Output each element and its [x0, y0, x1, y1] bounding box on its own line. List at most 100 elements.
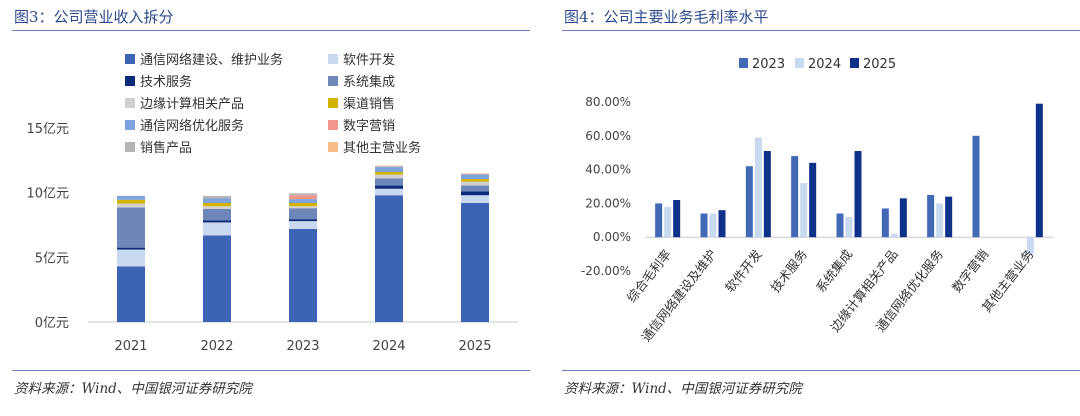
title-divider	[12, 30, 530, 31]
bar-segment	[375, 166, 403, 167]
bar-segment	[375, 178, 403, 186]
bar-segment	[461, 191, 489, 196]
bar	[700, 213, 708, 238]
legend-swatch	[795, 58, 804, 68]
bar	[673, 200, 681, 238]
x-tick-label: 2022	[200, 339, 233, 354]
x-tick-label: 数字营销	[949, 247, 992, 296]
bar	[945, 196, 953, 238]
bar	[745, 166, 753, 238]
bar-segment	[289, 206, 317, 209]
source-divider	[12, 370, 530, 371]
y-tick-label: 0.00%	[593, 230, 631, 244]
x-tick-label: 技术服务	[767, 247, 810, 296]
legend-label: 2023	[752, 57, 785, 72]
bar	[881, 208, 889, 238]
bar	[854, 151, 862, 238]
legend-label: 通信网络优化服务	[140, 118, 244, 134]
bar	[927, 194, 935, 238]
bar-segment	[461, 179, 489, 182]
y-tick-label: 5亿元	[35, 251, 69, 266]
bar-segment	[289, 208, 317, 220]
bar-segment	[461, 173, 489, 175]
legend-swatch	[125, 142, 135, 152]
x-tick-label: 2025	[458, 339, 491, 354]
bar-segment	[289, 203, 317, 207]
bar	[845, 216, 853, 238]
bar-segment	[289, 199, 317, 204]
revenue-breakdown-chart: 0亿元 5亿元 10亿元 15亿元 2021 2022 2023 2024 2025 通信网络建设…	[26, 52, 518, 354]
figure-title: 图3：公司营业收入拆分	[14, 8, 174, 26]
x-tick-label: 综合毛利率	[624, 247, 674, 305]
bar	[655, 203, 663, 238]
legend-label: 渠道销售	[343, 96, 395, 112]
source-divider	[562, 370, 1080, 371]
bar-segment	[289, 195, 317, 200]
legend-label: 2024	[808, 57, 841, 72]
source-note: 资料来源：Wind、中国银河证券研究院	[14, 381, 252, 397]
bar-segment	[117, 207, 145, 248]
bar-segment	[375, 166, 403, 172]
bar-segment	[375, 174, 403, 179]
bar-segment	[375, 188, 403, 196]
figure-title: 图4：公司主要业务毛利率水平	[564, 8, 769, 26]
legend-swatch	[328, 142, 338, 152]
y-tick-label: 20.00%	[585, 196, 631, 210]
bar	[809, 162, 817, 238]
bar	[718, 210, 726, 238]
bar-segment	[203, 203, 231, 207]
y-tick-label: 80.00%	[585, 95, 631, 109]
legend-label: 软件开发	[343, 52, 395, 68]
bar	[754, 137, 762, 238]
y-tick-label: 0亿元	[35, 316, 69, 331]
bar-segment	[461, 174, 489, 180]
bar	[664, 206, 672, 238]
bar	[800, 183, 808, 238]
x-tick-label: 2021	[114, 339, 147, 354]
bar-segment	[289, 219, 317, 222]
bar-segment	[461, 195, 489, 204]
bar-segment	[203, 220, 231, 223]
x-tick-label: 2023	[286, 339, 319, 354]
bar-segment	[203, 195, 231, 199]
legend-swatch	[328, 76, 338, 86]
legend-swatch	[850, 58, 859, 68]
title-divider	[562, 30, 1080, 31]
bar-segment	[203, 235, 231, 322]
bar-segment	[375, 165, 403, 167]
legend-swatch	[125, 120, 135, 130]
bar-segment	[117, 266, 145, 322]
bar-segment	[117, 199, 145, 204]
bar-segment	[203, 222, 231, 236]
y-tick-label: 10亿元	[26, 187, 69, 202]
bar	[890, 233, 898, 238]
bar-segment	[461, 181, 489, 186]
source-note: 资料来源：Wind、中国银河证券研究院	[564, 381, 802, 397]
bar	[899, 198, 907, 238]
bar-segment	[461, 203, 489, 322]
legend-swatch	[125, 54, 135, 64]
bar-segment	[203, 208, 231, 221]
x-tick-label: 2024	[372, 339, 405, 354]
bar-segment	[375, 195, 403, 322]
y-tick-label: 15亿元	[26, 122, 69, 137]
bar-segment	[289, 193, 317, 196]
legend-label: 其他主营业务	[343, 140, 421, 156]
x-tick-label: 系统集成	[813, 247, 856, 296]
bar-segment	[203, 206, 231, 209]
legend-swatch	[125, 98, 135, 108]
legend-label: 数字营销	[343, 119, 395, 134]
bar-segment	[289, 221, 317, 229]
bar-segment	[375, 185, 403, 189]
bar-segment	[117, 203, 145, 208]
right-figure-panel: 图4：公司主要业务毛利率水平 -20.00% 0.00% 20.00% 40.00% 6…	[550, 0, 1080, 416]
legend-swatch	[739, 58, 748, 68]
bar-segment	[461, 173, 489, 174]
bar	[709, 213, 717, 238]
legend-label: 销售产品	[140, 140, 192, 156]
bar	[791, 156, 799, 238]
bar-segment	[117, 247, 145, 250]
y-tick-label: 60.00%	[585, 129, 631, 143]
bar-segment	[203, 198, 231, 204]
legend-swatch	[328, 98, 338, 108]
